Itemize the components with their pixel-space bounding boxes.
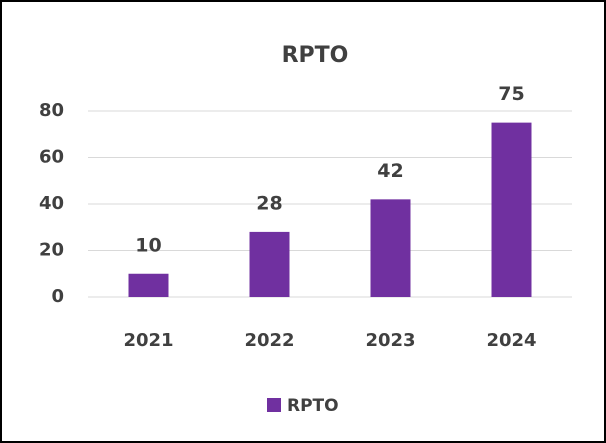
x-tick-label: 2023: [365, 330, 415, 351]
data-label: 75: [498, 83, 524, 105]
bar: [128, 273, 169, 297]
x-tick-label: 2024: [486, 330, 536, 351]
y-tick-label: 80: [39, 100, 64, 121]
data-label: 28: [256, 192, 282, 214]
y-tick-label: 0: [51, 286, 64, 307]
bar: [249, 231, 290, 297]
chart-title: RPTO: [282, 43, 349, 68]
legend-label: RPTO: [287, 396, 339, 416]
legend-swatch: [267, 398, 281, 412]
y-tick-label: 20: [39, 240, 64, 261]
y-tick-label: 40: [39, 193, 64, 214]
bar: [491, 122, 532, 297]
x-tick-label: 2021: [123, 330, 173, 351]
y-tick-label: 60: [39, 147, 64, 168]
bar: [370, 199, 411, 297]
data-label: 10: [135, 234, 161, 256]
x-tick-label: 2022: [244, 330, 294, 351]
data-label: 42: [377, 160, 403, 182]
